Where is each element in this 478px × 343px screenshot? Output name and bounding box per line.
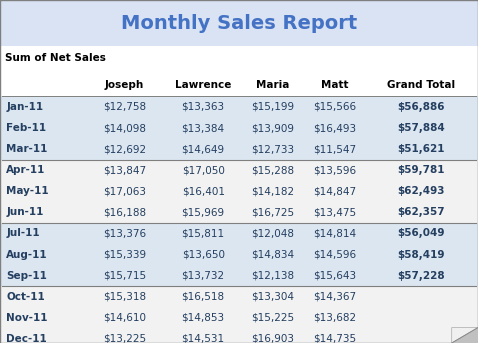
Text: $14,596: $14,596 bbox=[313, 250, 356, 260]
Bar bbox=[0, 46, 478, 71]
Text: $16,401: $16,401 bbox=[182, 186, 225, 196]
Text: $14,098: $14,098 bbox=[103, 123, 146, 133]
Bar bbox=[0, 307, 478, 328]
Text: $15,199: $15,199 bbox=[251, 102, 294, 112]
Bar bbox=[0, 159, 478, 181]
Text: Matt: Matt bbox=[321, 80, 348, 90]
Text: $12,692: $12,692 bbox=[103, 144, 146, 154]
Polygon shape bbox=[452, 328, 478, 343]
Text: $14,847: $14,847 bbox=[313, 186, 356, 196]
Text: Jun-11: Jun-11 bbox=[6, 208, 43, 217]
Text: Lawrence: Lawrence bbox=[175, 80, 231, 90]
Text: $14,610: $14,610 bbox=[103, 313, 146, 323]
Text: Maria: Maria bbox=[256, 80, 289, 90]
Bar bbox=[0, 223, 478, 244]
Text: Jan-11: Jan-11 bbox=[6, 102, 43, 112]
Bar bbox=[0, 244, 478, 265]
Bar bbox=[0, 181, 478, 202]
Text: $13,596: $13,596 bbox=[313, 165, 356, 175]
Text: $51,621: $51,621 bbox=[397, 144, 445, 154]
Text: $13,650: $13,650 bbox=[182, 250, 225, 260]
Text: $12,138: $12,138 bbox=[251, 271, 294, 281]
Bar bbox=[0, 202, 478, 223]
Text: $14,814: $14,814 bbox=[313, 228, 356, 238]
Text: Sum of Net Sales: Sum of Net Sales bbox=[5, 52, 106, 62]
Text: $13,363: $13,363 bbox=[182, 102, 225, 112]
Text: $12,733: $12,733 bbox=[251, 144, 294, 154]
Text: $17,050: $17,050 bbox=[182, 165, 225, 175]
Text: $15,969: $15,969 bbox=[182, 208, 225, 217]
Text: $15,715: $15,715 bbox=[103, 271, 146, 281]
Text: $12,048: $12,048 bbox=[251, 228, 294, 238]
Bar bbox=[0, 96, 478, 117]
Text: $15,566: $15,566 bbox=[313, 102, 356, 112]
Text: $16,518: $16,518 bbox=[182, 292, 225, 302]
Text: $15,318: $15,318 bbox=[103, 292, 146, 302]
Text: $56,886: $56,886 bbox=[397, 102, 445, 112]
Bar bbox=[0, 328, 478, 343]
Text: $13,847: $13,847 bbox=[103, 165, 146, 175]
Text: $14,182: $14,182 bbox=[251, 186, 294, 196]
Text: $13,225: $13,225 bbox=[103, 334, 146, 343]
Text: $12,758: $12,758 bbox=[103, 102, 146, 112]
Text: Joseph: Joseph bbox=[105, 80, 144, 90]
Text: Jul-11: Jul-11 bbox=[6, 228, 40, 238]
Text: Oct-11: Oct-11 bbox=[6, 292, 45, 302]
Text: $57,884: $57,884 bbox=[397, 123, 445, 133]
Text: $15,339: $15,339 bbox=[103, 250, 146, 260]
Text: $58,419: $58,419 bbox=[397, 250, 445, 260]
Text: $13,909: $13,909 bbox=[251, 123, 294, 133]
Text: $62,493: $62,493 bbox=[397, 186, 445, 196]
Text: $13,682: $13,682 bbox=[313, 313, 356, 323]
Text: $14,367: $14,367 bbox=[313, 292, 356, 302]
Text: $15,288: $15,288 bbox=[251, 165, 294, 175]
Text: $15,643: $15,643 bbox=[313, 271, 356, 281]
Text: $16,725: $16,725 bbox=[251, 208, 294, 217]
Bar bbox=[0, 265, 478, 286]
Text: $14,735: $14,735 bbox=[313, 334, 356, 343]
Text: $14,853: $14,853 bbox=[182, 313, 225, 323]
Text: Sep-11: Sep-11 bbox=[6, 271, 47, 281]
Text: Feb-11: Feb-11 bbox=[6, 123, 46, 133]
Text: $56,049: $56,049 bbox=[397, 228, 445, 238]
Text: $13,475: $13,475 bbox=[313, 208, 356, 217]
Text: Aug-11: Aug-11 bbox=[6, 250, 48, 260]
Text: $15,811: $15,811 bbox=[182, 228, 225, 238]
Text: Apr-11: Apr-11 bbox=[6, 165, 45, 175]
Bar bbox=[0, 286, 478, 307]
Text: $15,225: $15,225 bbox=[251, 313, 294, 323]
Text: $13,384: $13,384 bbox=[182, 123, 225, 133]
Text: $17,063: $17,063 bbox=[103, 186, 146, 196]
Text: $16,903: $16,903 bbox=[251, 334, 294, 343]
Text: $59,781: $59,781 bbox=[397, 165, 445, 175]
Text: Nov-11: Nov-11 bbox=[6, 313, 48, 323]
Text: $13,304: $13,304 bbox=[251, 292, 294, 302]
Text: May-11: May-11 bbox=[6, 186, 49, 196]
Text: $13,376: $13,376 bbox=[103, 228, 146, 238]
Text: $16,188: $16,188 bbox=[103, 208, 146, 217]
Bar bbox=[0, 139, 478, 159]
Text: Dec-11: Dec-11 bbox=[6, 334, 47, 343]
Text: $57,228: $57,228 bbox=[397, 271, 445, 281]
Text: $16,493: $16,493 bbox=[313, 123, 356, 133]
Bar bbox=[0, 117, 478, 139]
Text: $14,531: $14,531 bbox=[182, 334, 225, 343]
Text: Monthly Sales Report: Monthly Sales Report bbox=[121, 14, 357, 33]
Text: Mar-11: Mar-11 bbox=[6, 144, 48, 154]
Text: $11,547: $11,547 bbox=[313, 144, 356, 154]
Bar bbox=[0, 71, 478, 96]
Text: Grand Total: Grand Total bbox=[387, 80, 455, 90]
Polygon shape bbox=[452, 328, 478, 343]
Text: $14,649: $14,649 bbox=[182, 144, 225, 154]
Bar bbox=[0, 0, 478, 46]
Text: $62,357: $62,357 bbox=[397, 208, 445, 217]
Text: $14,834: $14,834 bbox=[251, 250, 294, 260]
Text: $13,732: $13,732 bbox=[182, 271, 225, 281]
